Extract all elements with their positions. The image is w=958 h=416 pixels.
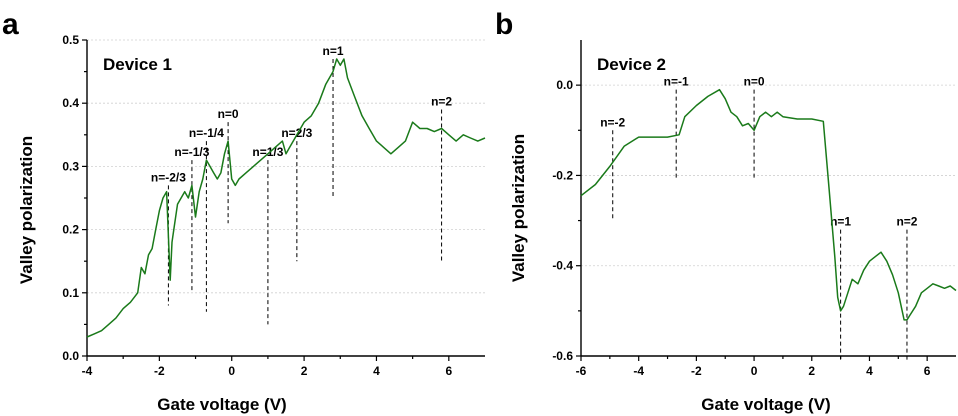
y-tick-label-a-5: 0.5 [62, 33, 79, 47]
x-axis-title-b: Gate voltage (V) [701, 395, 830, 414]
annotation-label-a-6: n=1 [323, 44, 344, 58]
y-tick-label-a-4: 0.4 [62, 96, 79, 110]
x-tick-label-b-2: -2 [691, 364, 702, 378]
x-tick-label-a-0: -4 [82, 364, 93, 378]
x-tick-label-b-0: -6 [576, 364, 587, 378]
series-line-b-0 [580, 88, 957, 321]
y-tick-label-a-3: 0.3 [62, 159, 79, 173]
x-tick-label-a-2: 0 [228, 364, 235, 378]
annotation-label-a-1: n=-1/3 [174, 145, 209, 159]
annotation-label-b-4: n=2 [896, 215, 917, 229]
device-2-title: Device 2 [597, 55, 666, 74]
x-tick-label-b-6: 6 [924, 364, 931, 378]
annotation-label-a-4: n=1/3 [252, 145, 283, 159]
x-axis-title-a: Gate voltage (V) [157, 395, 286, 414]
y-axis-title-a: Valley polarization [17, 136, 36, 284]
annotation-label-b-1: n=-1 [664, 75, 689, 89]
panel-letter-a: a [2, 8, 19, 41]
y-tick-label-a-2: 0.2 [62, 223, 79, 237]
annotation-label-a-0: n=-2/3 [151, 170, 186, 184]
y-tick-label-b-1: -0.4 [552, 259, 573, 273]
x-tick-label-a-1: -2 [154, 364, 165, 378]
x-tick-label-b-1: -4 [633, 364, 644, 378]
device-1-title: Device 1 [103, 55, 172, 74]
y-tick-label-b-3: 0.0 [556, 78, 573, 92]
x-tick-label-b-3: 0 [751, 364, 758, 378]
x-tick-label-a-3: 2 [301, 364, 308, 378]
annotation-label-b-2: n=0 [744, 75, 765, 89]
annotation-label-b-3: n=1 [830, 215, 851, 229]
panel-letter-b: b [495, 8, 513, 41]
annotation-label-a-2: n=-1/4 [189, 126, 224, 140]
x-tick-label-a-5: 6 [445, 364, 452, 378]
annotation-label-a-7: n=2 [431, 95, 452, 109]
panel-b: b Device 2 Gate voltage (V) Valley polar… [495, 8, 957, 414]
y-tick-label-a-0: 0.0 [62, 349, 79, 363]
annotation-label-b-0: n=-2 [600, 115, 625, 129]
x-tick-label-b-4: 2 [808, 364, 815, 378]
series-line-a-0 [86, 58, 486, 338]
x-tick-label-b-5: 4 [866, 364, 873, 378]
y-tick-label-a-1: 0.1 [62, 286, 79, 300]
y-axis-title-b: Valley polarization [509, 134, 528, 282]
annotation-label-a-3: n=0 [218, 107, 239, 121]
x-tick-label-a-4: 4 [373, 364, 380, 378]
y-tick-label-b-0: -0.6 [552, 349, 573, 363]
y-tick-label-b-2: -0.2 [552, 168, 573, 182]
panel-a: a Device 1 Gate voltage (V) Valley polar… [2, 8, 486, 414]
